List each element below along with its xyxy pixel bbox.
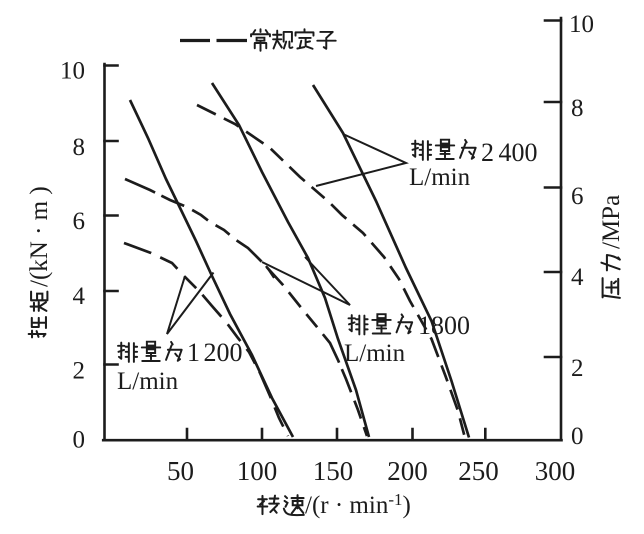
svg-text:150: 150 xyxy=(313,456,354,486)
svg-text:2: 2 xyxy=(73,358,86,385)
svg-text:0: 0 xyxy=(571,423,584,450)
svg-text:6: 6 xyxy=(571,183,584,210)
svg-text:2: 2 xyxy=(571,355,584,382)
svg-text:8: 8 xyxy=(73,134,86,161)
svg-text:100: 100 xyxy=(237,456,278,486)
svg-text:300: 300 xyxy=(535,456,576,486)
svg-text:200: 200 xyxy=(387,456,428,486)
svg-text:L/min: L/min xyxy=(344,340,406,367)
svg-text:50: 50 xyxy=(167,456,194,486)
svg-text:6: 6 xyxy=(73,208,86,235)
svg-text:L/min: L/min xyxy=(117,368,179,395)
svg-text:4: 4 xyxy=(571,264,584,291)
svg-text:0: 0 xyxy=(73,427,86,454)
svg-text:L/min: L/min xyxy=(409,164,471,191)
svg-text:10: 10 xyxy=(569,11,594,38)
svg-text:1800: 1800 xyxy=(418,311,470,340)
svg-text:/(kN · m ): /(kN · m ) xyxy=(26,186,53,287)
svg-text:10: 10 xyxy=(60,58,85,85)
svg-text:/MPa: /MPa xyxy=(598,195,625,249)
svg-text:/(r · min-1): /(r · min-1) xyxy=(305,490,411,519)
svg-text:4: 4 xyxy=(73,283,86,310)
svg-text:8: 8 xyxy=(571,95,584,122)
svg-text:250: 250 xyxy=(458,456,499,486)
